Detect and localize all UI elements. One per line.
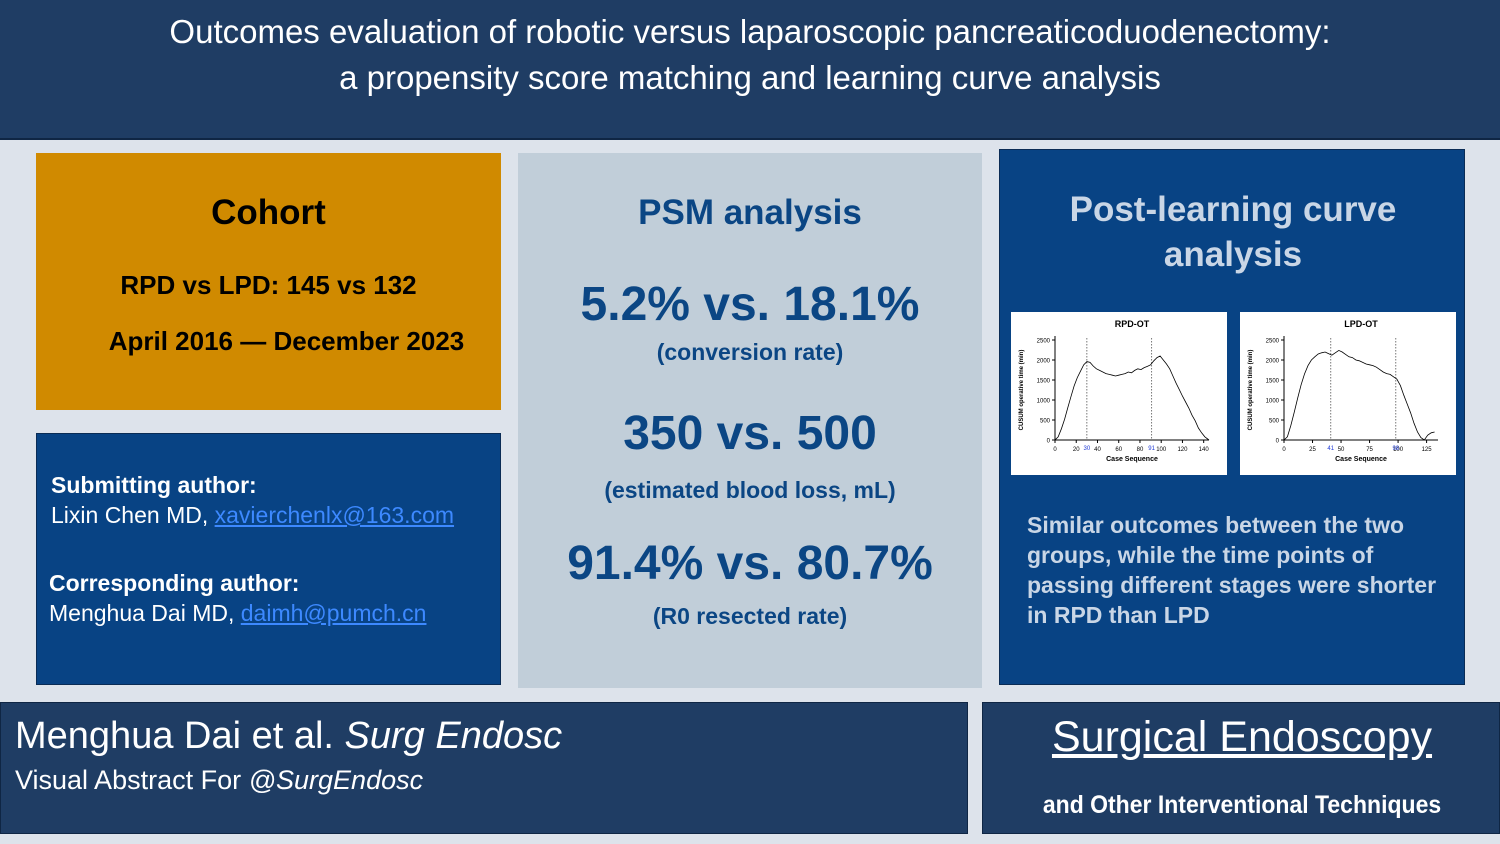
cohort-comparison: RPD vs LPD: 145 vs 132 [120, 270, 417, 300]
psm-panel: PSM analysis 5.2% vs. 18.1% (conversion … [518, 153, 982, 688]
x-tick-label: 125 [1422, 447, 1433, 453]
journal-name[interactable]: Surgical Endoscopy [1051, 713, 1433, 761]
x-tick-label: 120 [1177, 447, 1188, 453]
x-tick-label: 100 [1393, 447, 1404, 453]
citation-banner: Menghua Dai et al. Surg Endosc Visual Ab… [0, 702, 968, 834]
title-line-2: a propensity score matching and learning… [339, 59, 1161, 96]
x-tick-label: 75 [1366, 447, 1373, 453]
y-tick-label: 2000 [1266, 359, 1280, 365]
psm-heading: PSM analysis [638, 193, 862, 232]
corresponding-author: Menghua Dai MD, daimh@pumch.cn [49, 600, 426, 627]
x-tick-label: 25 [1309, 447, 1316, 453]
rpd-chart-card: RPD-OT 0 500 1000 1500 2000 2500 0 20 40 60 80 100 12… [1011, 312, 1227, 475]
submitting-author-email-link[interactable]: xavierchenlx@163.com [214, 502, 455, 528]
y-axis-label: CUSUM operative time (min) [1019, 350, 1025, 431]
x-axis-label: Case Sequence [1106, 456, 1158, 463]
x-tick-label: 40 [1094, 447, 1101, 453]
y-tick-label: 500 [1040, 419, 1051, 425]
x-tick-label: 80 [1137, 447, 1144, 453]
psm-stat-value: 5.2% vs. 18.1% [580, 278, 920, 331]
y-tick-label: 0 [1047, 439, 1051, 445]
cusum-line [1054, 355, 1210, 441]
submitting-author: Lixin Chen MD, xavierchenlx@163.com [51, 502, 454, 529]
x-tick-label: 60 [1115, 447, 1122, 453]
corresponding-author-email-link[interactable]: daimh@pumch.cn [240, 600, 427, 626]
cut-point-label: 91 [1148, 446, 1155, 452]
psm-stat-label: (R0 resected rate) [652, 603, 848, 629]
rpd-ot-cusum-chart: RPD-OT 0 500 1000 1500 2000 2500 0 20 40 60 80 100 12… [1019, 319, 1210, 463]
title-banner: Outcomes evaluation of robotic versus la… [0, 0, 1500, 140]
twitter-handle: @SurgEndosc [248, 765, 424, 795]
journal-subtitle: and Other Interventional Techniques [1042, 791, 1442, 819]
y-tick-label: 0 [1276, 439, 1280, 445]
submitting-author-label: Submitting author: [51, 472, 257, 498]
visual-abstract-prefix: Visual Abstract For [15, 765, 249, 795]
authors-panel: Submitting author: Lixin Chen MD, xavier… [36, 433, 501, 685]
corresponding-author-label: Corresponding author: [49, 570, 300, 596]
y-tick-label: 1500 [1037, 379, 1051, 385]
psm-stat-value: 91.4% vs. 80.7% [567, 537, 933, 590]
lpd-ot-cusum-chart: LPD-OT 0 500 1000 1500 2000 2500 0 25 50 75 100 125 C… [1248, 319, 1438, 463]
cohort-period: April 2016 — December 2023 [108, 326, 465, 356]
y-tick-label: 500 [1269, 419, 1280, 425]
x-tick-label: 140 [1199, 447, 1210, 453]
y-tick-label: 2000 [1037, 359, 1051, 365]
x-tick-label: 100 [1156, 447, 1167, 453]
visual-abstract-line: Visual Abstract For @SurgEndosc [15, 765, 423, 796]
post-learning-heading-line-2: analysis [1163, 235, 1303, 274]
cohort-panel: Cohort RPD vs LPD: 145 vs 132 April 2016… [36, 153, 501, 410]
x-tick-label: 0 [1053, 447, 1057, 453]
citation-authors: Menghua Dai et al. [15, 715, 345, 757]
y-axis-label: CUSUM operative time (min) [1248, 350, 1254, 431]
y-tick-label: 2500 [1037, 339, 1051, 345]
post-learning-heading-line-1: Post-learning curve [1069, 190, 1397, 229]
submitting-author-name: Lixin Chen MD, [51, 502, 215, 528]
post-learning-summary: Similar outcomes between the two groups,… [1027, 512, 1437, 628]
cut-point-label: 98 [1392, 446, 1399, 452]
psm-stat-value: 350 vs. 500 [623, 407, 877, 460]
citation-journal: Surg Endosc [344, 715, 563, 757]
y-tick-label: 2500 [1266, 339, 1280, 345]
lpd-chart-card: LPD-OT 0 500 1000 1500 2000 2500 0 25 50 75 100 125 C… [1240, 312, 1456, 475]
cut-point-label: 30 [1084, 446, 1091, 452]
citation: Menghua Dai et al. Surg Endosc [15, 715, 562, 758]
y-tick-label: 1000 [1266, 399, 1280, 405]
y-tick-label: 1500 [1266, 379, 1280, 385]
cut-point-label: 41 [1327, 446, 1334, 452]
title-line-1: Outcomes evaluation of robotic versus la… [169, 13, 1331, 50]
psm-stat-label: (conversion rate) [656, 339, 844, 365]
chart-title: LPD-OT [1344, 319, 1378, 329]
x-tick-label: 20 [1073, 447, 1080, 453]
chart-title: RPD-OT [1115, 319, 1150, 329]
corresponding-author-name: Menghua Dai MD, [49, 600, 241, 626]
x-tick-label: 50 [1338, 447, 1345, 453]
journal-banner: Surgical Endoscopy and Other Interventio… [982, 702, 1500, 834]
cohort-heading: Cohort [211, 193, 326, 232]
x-tick-label: 0 [1282, 447, 1286, 453]
post-learning-panel: Post-learning curve analysis RPD-OT 0 500 1… [999, 149, 1465, 685]
cusum-line [1283, 349, 1435, 441]
x-axis-label: Case Sequence [1335, 456, 1387, 463]
y-tick-label: 1000 [1037, 399, 1051, 405]
psm-stat-label: (estimated blood loss, mL) [604, 477, 896, 503]
